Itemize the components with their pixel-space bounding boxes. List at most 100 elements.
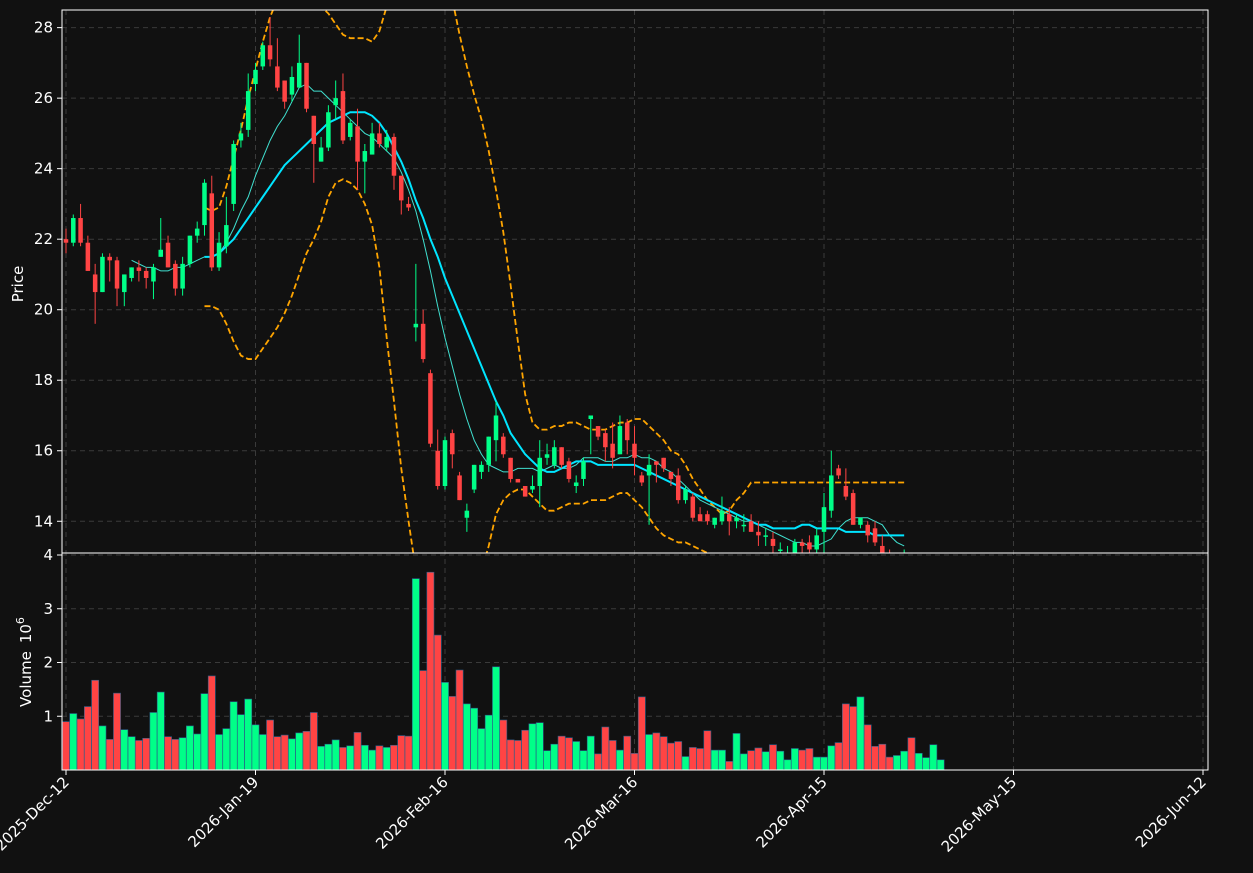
volume-bar bbox=[754, 747, 763, 771]
candle-body bbox=[850, 493, 856, 525]
volume-bar bbox=[703, 730, 712, 771]
candle-body bbox=[122, 274, 127, 293]
candle bbox=[661, 457, 666, 472]
volume-bar bbox=[820, 756, 828, 771]
candle bbox=[231, 140, 236, 211]
candle bbox=[187, 235, 193, 268]
volume-bar bbox=[645, 734, 653, 771]
candle bbox=[114, 256, 120, 307]
candle-body bbox=[304, 62, 309, 109]
volume-bar bbox=[98, 725, 107, 771]
volume-bar bbox=[390, 744, 398, 771]
candle bbox=[632, 426, 637, 476]
candle-body bbox=[78, 218, 83, 243]
candle-body bbox=[807, 542, 812, 550]
candle bbox=[347, 119, 353, 141]
candle-body bbox=[85, 242, 91, 271]
candle bbox=[690, 493, 696, 522]
candle-body bbox=[369, 133, 375, 155]
ma-slow-line bbox=[204, 111, 905, 537]
candle-body bbox=[734, 517, 739, 522]
candle bbox=[712, 517, 717, 529]
price-axis-label: Price bbox=[9, 266, 27, 303]
candle-body bbox=[333, 98, 338, 106]
volume-bar bbox=[790, 748, 799, 771]
candle bbox=[675, 468, 681, 504]
volume-bar bbox=[127, 736, 136, 771]
volume-bar bbox=[69, 713, 78, 771]
volume-axis-label: Volume 106 bbox=[14, 617, 35, 707]
candle bbox=[741, 514, 747, 532]
candle bbox=[238, 122, 244, 148]
candle bbox=[143, 267, 149, 289]
volume-bar bbox=[579, 750, 588, 771]
candle bbox=[245, 73, 251, 137]
volume-bar bbox=[339, 747, 347, 771]
volume-axis-exp-sup: 6 bbox=[14, 617, 27, 624]
candle bbox=[799, 538, 805, 553]
volume-bar bbox=[360, 744, 369, 771]
candle-body bbox=[697, 514, 703, 522]
candle-body bbox=[238, 133, 244, 141]
price-tick-label: 22 bbox=[34, 230, 53, 248]
candle-body bbox=[107, 256, 112, 261]
candle-body bbox=[741, 524, 747, 527]
candle bbox=[318, 136, 324, 162]
candle-body bbox=[275, 66, 280, 88]
volume-tick-label: 1 bbox=[43, 707, 53, 725]
price-tick-label: 24 bbox=[34, 160, 53, 178]
candle bbox=[100, 253, 105, 293]
volume-bar bbox=[914, 753, 923, 771]
candle-body bbox=[770, 538, 776, 546]
candle bbox=[304, 62, 309, 113]
volume-bar bbox=[200, 693, 209, 771]
candle bbox=[639, 471, 645, 487]
candle bbox=[595, 426, 601, 441]
candle bbox=[493, 401, 499, 462]
candle bbox=[158, 218, 164, 257]
candle bbox=[880, 535, 885, 553]
candle bbox=[435, 429, 440, 490]
candle-body bbox=[581, 461, 586, 479]
candle bbox=[530, 475, 535, 494]
candle-body bbox=[668, 471, 674, 479]
candle bbox=[544, 443, 550, 465]
candle-body bbox=[143, 270, 149, 278]
candle-body bbox=[209, 193, 215, 268]
candle bbox=[442, 436, 448, 490]
candle bbox=[122, 274, 127, 307]
volume-bar bbox=[346, 745, 355, 771]
candle bbox=[202, 179, 207, 236]
candle bbox=[850, 489, 856, 525]
candle-body bbox=[632, 443, 637, 458]
candle-body bbox=[705, 514, 710, 522]
volume-bar bbox=[856, 696, 865, 771]
volume-bars bbox=[62, 571, 945, 771]
candle-body bbox=[654, 461, 659, 465]
candle-body bbox=[311, 115, 317, 144]
candle bbox=[872, 521, 878, 546]
bollinger-lower-line bbox=[204, 178, 710, 553]
volume-bar bbox=[528, 723, 537, 771]
candle bbox=[224, 196, 229, 254]
volume-bar bbox=[776, 750, 785, 771]
candle-body bbox=[763, 535, 768, 537]
candle bbox=[581, 457, 586, 487]
volume-bar bbox=[623, 735, 632, 771]
moving-averages bbox=[131, 83, 905, 547]
volume-bar bbox=[586, 735, 595, 771]
volume-tick-labels: 1 2 3 4 bbox=[43, 546, 62, 725]
candle-body bbox=[479, 464, 484, 472]
candle-body bbox=[778, 549, 783, 551]
candle bbox=[573, 475, 579, 494]
candle-body bbox=[435, 450, 440, 487]
volume-tick-label: 2 bbox=[43, 654, 53, 672]
candle-body bbox=[661, 457, 666, 469]
volume-bar bbox=[295, 732, 304, 771]
candle-body bbox=[566, 461, 572, 479]
volume-bar bbox=[309, 712, 318, 771]
volume-bar bbox=[207, 675, 216, 771]
candle-body bbox=[748, 521, 754, 532]
volume-bar bbox=[616, 749, 624, 771]
volume-bar bbox=[462, 703, 471, 771]
